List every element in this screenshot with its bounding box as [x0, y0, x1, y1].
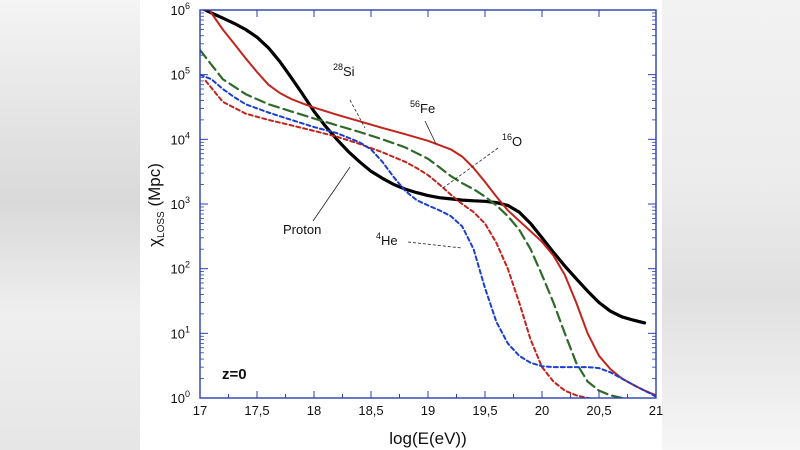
series-line-16o [204, 79, 596, 398]
x-tick-label: 17,5 [244, 403, 269, 418]
x-tick-label: 19,5 [472, 403, 497, 418]
label-fe-mass: 56 [410, 99, 420, 109]
x-ticks: 17 17,5 18 18,5 19 19,5 20 20,5 21 [193, 10, 663, 418]
x-tick-label: 19 [421, 403, 435, 418]
series-line-4he [200, 73, 656, 398]
svg-text:16O: 16O [502, 132, 522, 149]
x-tick-label: 18 [307, 403, 321, 418]
x-tick-label: 21 [649, 403, 663, 418]
label-he-leader [407, 241, 463, 249]
x-tick-label: 20,5 [586, 403, 611, 418]
x-axis-title: log(E(eV)) [389, 429, 466, 448]
label-si-symbol: Si [343, 64, 355, 79]
label-fe: 56Fe [410, 99, 437, 145]
y-tick-label: 106 [171, 1, 190, 18]
series-line-56fe [208, 10, 656, 397]
y-axis-unit: (Mpc) [145, 163, 164, 211]
x-tick-label: 20 [535, 403, 549, 418]
label-si-mass: 28 [333, 62, 343, 72]
y-tick-label: 102 [171, 260, 190, 277]
label-o-symbol: O [512, 134, 522, 149]
plot-frame [199, 9, 657, 399]
svg-text:Proton: Proton [283, 222, 321, 237]
label-o: 16O [442, 132, 522, 189]
y-tick-label: 105 [171, 66, 190, 83]
y-tick-label: 103 [171, 195, 190, 212]
label-proton-leader [312, 166, 351, 222]
background-left-blur [0, 0, 140, 450]
label-he: 4He [376, 231, 463, 249]
label-he-mass: 4 [376, 231, 381, 241]
x-tick-label: 18,5 [358, 403, 383, 418]
y-axis-title: χLOSS (Mpc) [145, 163, 167, 247]
label-fe-leader [424, 120, 437, 145]
label-o-mass: 16 [502, 132, 512, 142]
label-proton: Proton [283, 166, 351, 237]
x-tick-label: 17 [193, 403, 207, 418]
y-axis-symbol: χ [145, 238, 164, 247]
y-ticks: 100 101 102 103 104 105 106 [171, 1, 656, 406]
y-tick-label: 100 [171, 389, 190, 406]
redshift-annotation: z=0 [222, 366, 247, 383]
series-line-28si [200, 49, 631, 398]
svg-text:4He: 4He [376, 231, 398, 248]
y-axis-subscript: LOSS [156, 211, 167, 238]
label-he-symbol: He [381, 233, 398, 248]
svg-text:28Si: 28Si [333, 62, 355, 79]
figure-panel [140, 0, 662, 450]
label-si-leader [349, 99, 366, 129]
label-o-leader [442, 147, 499, 189]
series-group [200, 10, 656, 398]
y-tick-label: 104 [171, 130, 190, 147]
series-line-proton [201, 10, 647, 325]
y-tick-label: 101 [171, 324, 190, 341]
label-fe-symbol: Fe [420, 101, 435, 116]
background-right-blur [662, 0, 800, 450]
svg-text:56Fe: 56Fe [410, 99, 435, 116]
label-si: 28Si [333, 62, 366, 129]
